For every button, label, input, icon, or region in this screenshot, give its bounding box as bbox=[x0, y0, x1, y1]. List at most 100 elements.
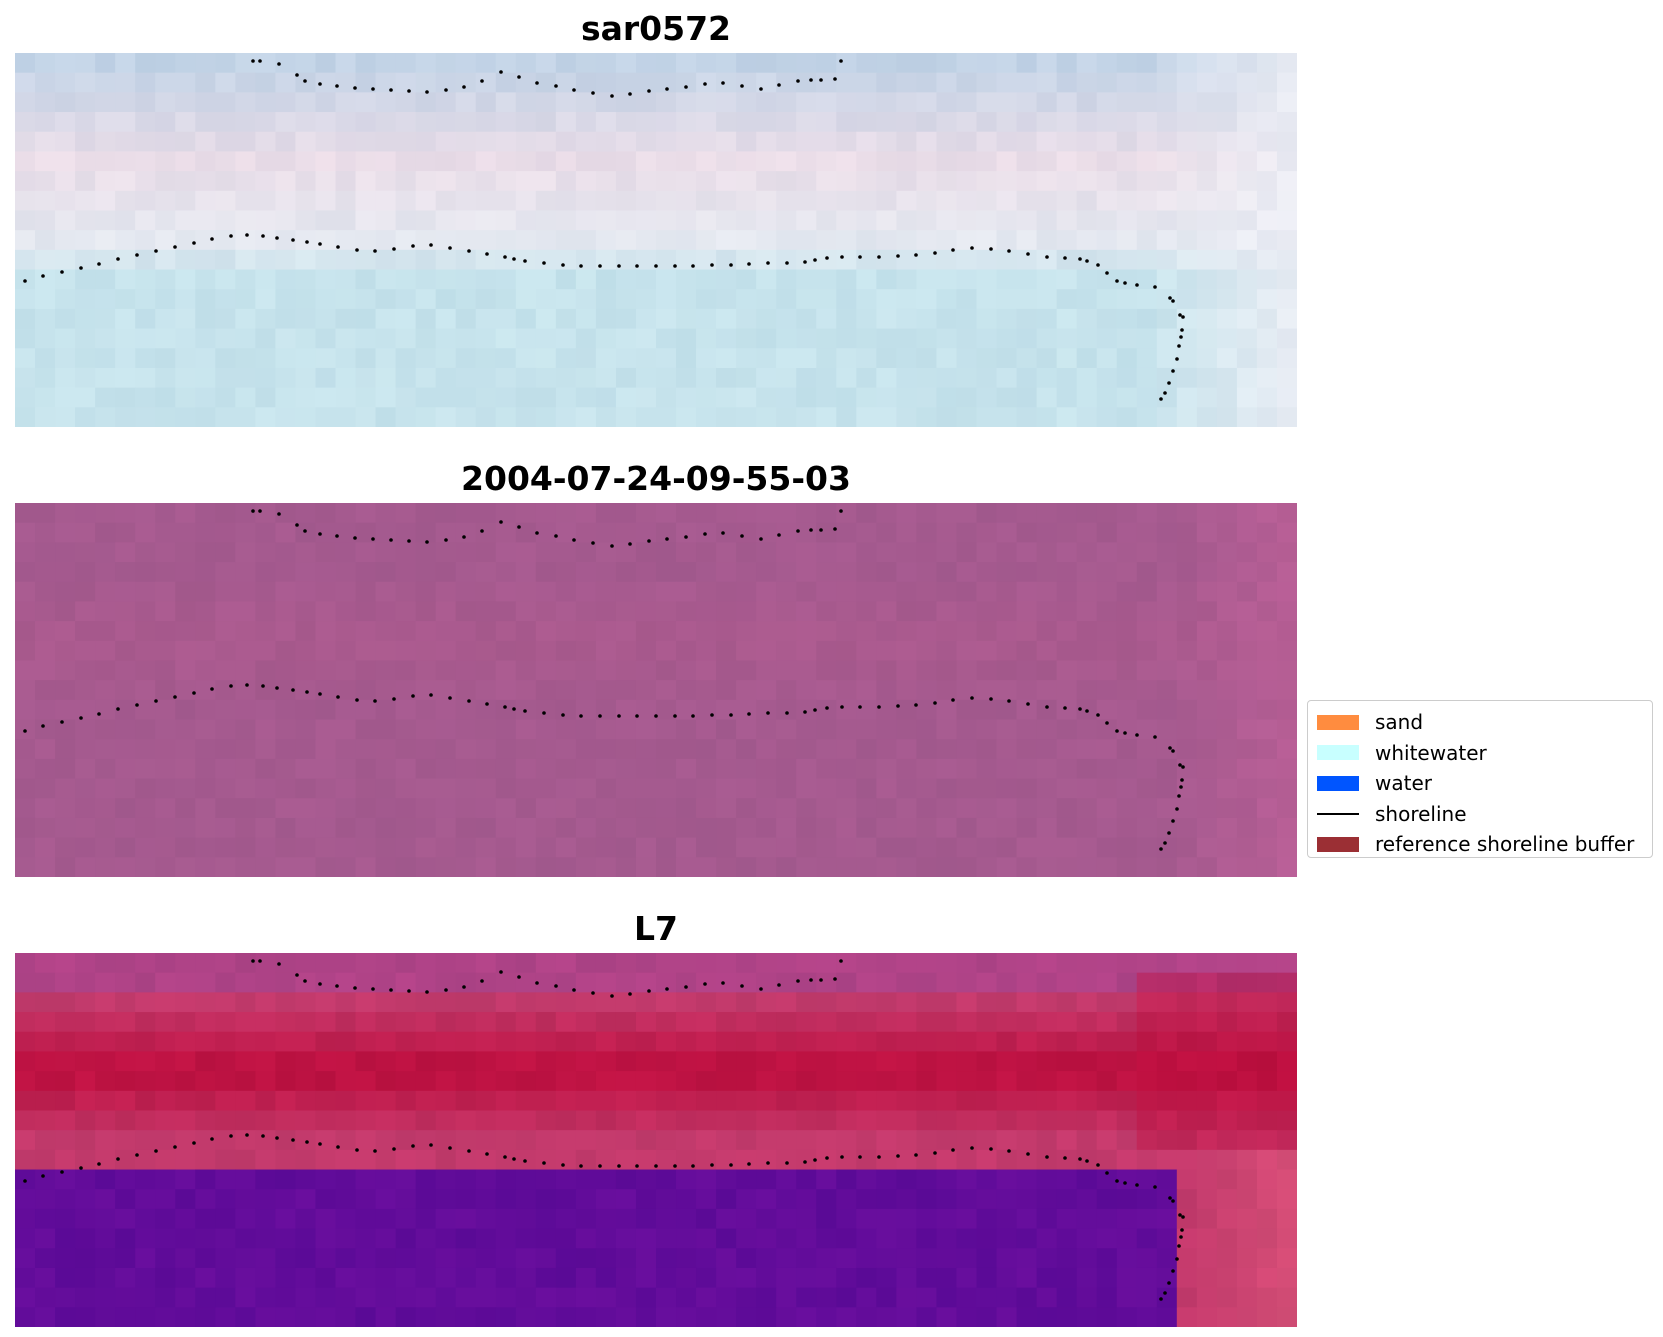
shoreline-point bbox=[654, 714, 658, 718]
shoreline-point bbox=[261, 684, 265, 688]
shoreline-point bbox=[819, 978, 823, 982]
shoreline-point bbox=[258, 959, 262, 963]
panel-title: L7 bbox=[634, 909, 678, 948]
shoreline-point bbox=[840, 705, 844, 709]
shoreline-point bbox=[210, 1137, 214, 1141]
shoreline-point bbox=[1115, 729, 1119, 733]
shoreline-point bbox=[1045, 705, 1049, 709]
shoreline-point bbox=[1159, 847, 1163, 851]
shoreline-point bbox=[617, 264, 621, 268]
shoreline-point bbox=[989, 247, 993, 251]
shoreline-point bbox=[572, 538, 576, 542]
shoreline-point bbox=[673, 1164, 677, 1168]
shoreline-point bbox=[809, 978, 813, 982]
shoreline-point bbox=[1167, 381, 1171, 385]
shoreline-point bbox=[1179, 1235, 1183, 1239]
shoreline-point bbox=[610, 994, 614, 998]
shoreline-point bbox=[759, 87, 763, 91]
shoreline-point bbox=[173, 695, 177, 699]
shoreline-point bbox=[23, 1179, 27, 1183]
shoreline-point bbox=[444, 988, 448, 992]
shoreline-point bbox=[877, 705, 881, 709]
shoreline-point bbox=[951, 698, 955, 702]
shoreline-point bbox=[467, 699, 471, 703]
shoreline-point bbox=[23, 729, 27, 733]
shoreline-point bbox=[79, 1166, 83, 1170]
shoreline-point bbox=[591, 541, 595, 545]
shoreline-point bbox=[448, 696, 452, 700]
shoreline-point bbox=[355, 698, 359, 702]
shoreline-point bbox=[154, 249, 158, 253]
shoreline-point bbox=[1045, 255, 1049, 259]
shoreline-point bbox=[747, 1162, 751, 1166]
shoreline-point bbox=[833, 977, 837, 981]
shoreline-point bbox=[512, 1157, 516, 1161]
shoreline-point bbox=[303, 79, 307, 83]
shoreline-point bbox=[1007, 699, 1011, 703]
shoreline-point bbox=[635, 264, 639, 268]
shoreline-point bbox=[275, 686, 279, 690]
shoreline-point bbox=[542, 711, 546, 715]
shoreline-point bbox=[825, 1156, 829, 1160]
shoreline-point bbox=[785, 711, 789, 715]
shoreline-point bbox=[353, 536, 357, 540]
shoreline-point bbox=[591, 91, 595, 95]
shoreline-point bbox=[1178, 1213, 1182, 1217]
shoreline-point bbox=[628, 542, 632, 546]
shoreline-point bbox=[635, 714, 639, 718]
shoreline-point bbox=[554, 984, 558, 988]
shoreline-point bbox=[839, 959, 843, 963]
shoreline-point bbox=[1096, 713, 1100, 717]
legend-item-reference-shoreline-buffer: reference shoreline buffer bbox=[1316, 829, 1644, 860]
shoreline-point bbox=[628, 92, 632, 96]
legend-item-water: water bbox=[1316, 768, 1644, 799]
shoreline-point bbox=[809, 528, 813, 532]
shoreline-point bbox=[896, 704, 900, 708]
shoreline-point bbox=[1078, 707, 1082, 711]
shoreline-point bbox=[485, 702, 489, 706]
shoreline-point bbox=[617, 714, 621, 718]
shoreline-point bbox=[665, 987, 669, 991]
shoreline-point bbox=[467, 1149, 471, 1153]
shoreline-point bbox=[258, 59, 262, 63]
shoreline-point bbox=[1177, 344, 1181, 348]
shoreline-point bbox=[1163, 841, 1167, 845]
shoreline-point bbox=[691, 1164, 695, 1168]
shoreline-point bbox=[425, 540, 429, 544]
shoreline-point bbox=[819, 528, 823, 532]
shoreline-point bbox=[1175, 357, 1179, 361]
shoreline-point bbox=[318, 982, 322, 986]
shoreline-point bbox=[291, 688, 295, 692]
shoreline-point bbox=[1178, 763, 1182, 767]
shoreline-point bbox=[579, 714, 583, 718]
shoreline-point bbox=[116, 1157, 120, 1161]
shoreline-point bbox=[647, 539, 651, 543]
shoreline-point bbox=[261, 1134, 265, 1138]
shoreline-point bbox=[499, 520, 503, 524]
shoreline-point bbox=[335, 534, 339, 538]
shoreline-point bbox=[1171, 369, 1175, 373]
shoreline-point bbox=[1085, 709, 1089, 713]
shoreline-point bbox=[970, 246, 974, 250]
shoreline-point bbox=[371, 87, 375, 91]
shoreline-point bbox=[933, 1151, 937, 1155]
shoreline-point bbox=[796, 79, 800, 83]
shoreline-point bbox=[542, 1161, 546, 1165]
shoreline-point bbox=[759, 537, 763, 541]
shoreline-point bbox=[747, 712, 751, 716]
shoreline-point bbox=[373, 249, 377, 253]
legend-item-shoreline: shoreline bbox=[1316, 799, 1644, 830]
shoreline-point bbox=[877, 255, 881, 259]
shoreline-point bbox=[1105, 1171, 1109, 1175]
shoreline-point bbox=[371, 987, 375, 991]
shoreline-point bbox=[840, 255, 844, 259]
panel-title: 2004-07-24-09-55-03 bbox=[461, 459, 851, 498]
shoreline-point bbox=[1063, 256, 1067, 260]
shoreline-point bbox=[1163, 1291, 1167, 1295]
shoreline-point bbox=[411, 1144, 415, 1148]
shoreline-point bbox=[1063, 1156, 1067, 1160]
shoreline-point bbox=[503, 705, 507, 709]
shoreline-point bbox=[97, 262, 101, 266]
shoreline-point bbox=[579, 1164, 583, 1168]
shoreline-point bbox=[192, 1141, 196, 1145]
